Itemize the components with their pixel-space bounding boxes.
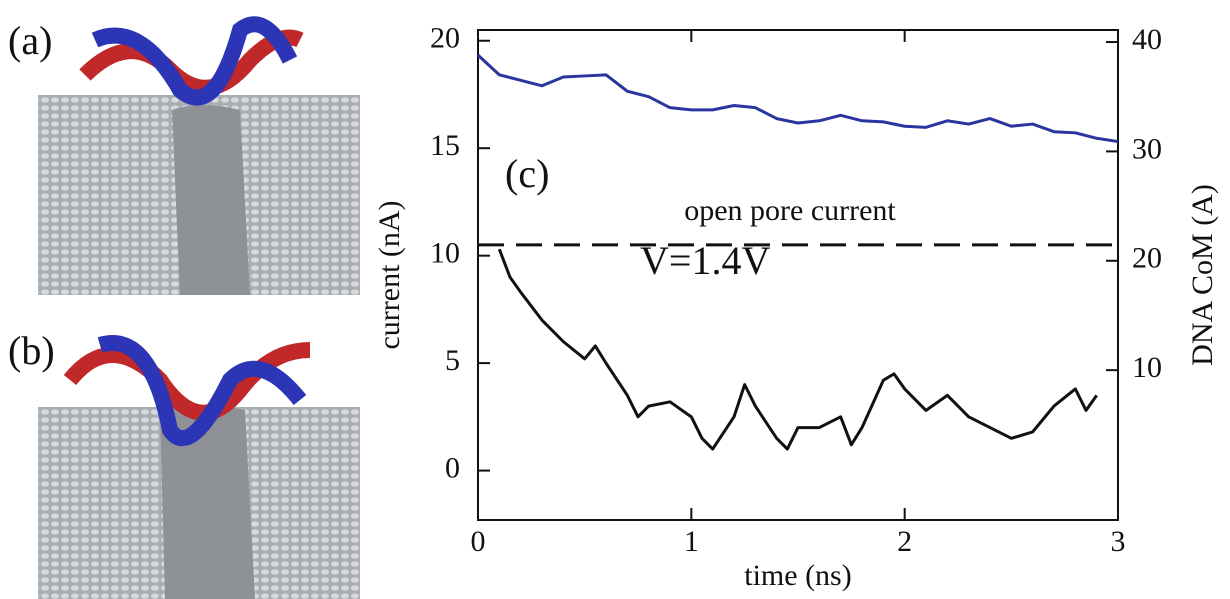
panel-b-image <box>38 335 360 599</box>
panel-label: (b) <box>8 328 55 373</box>
x-tick-label: 2 <box>897 525 912 558</box>
y2-tick-label: 30 <box>1132 132 1162 165</box>
annotation: open pore current <box>684 194 896 227</box>
panel-a-image <box>38 16 360 295</box>
x-axis-label: time (ns) <box>744 559 851 592</box>
data-line <box>476 54 1119 144</box>
x-tick-label: 1 <box>684 525 699 558</box>
y-tick-label: 20 <box>430 22 460 55</box>
panel-label: (a) <box>8 18 52 63</box>
plot-frame <box>477 29 1119 521</box>
x-tick-label: 0 <box>471 525 486 558</box>
panel-label: (c) <box>505 151 549 196</box>
y-tick-label: 5 <box>445 344 460 377</box>
y2-tick-label: 20 <box>1132 242 1162 275</box>
y-axis-label: current (nA) <box>373 200 406 349</box>
y-tick-label: 10 <box>430 237 460 270</box>
y-tick-label: 15 <box>430 129 460 162</box>
y2-axis-label: DNA CoM (A) <box>1186 184 1219 366</box>
x-tick-label: 3 <box>1111 525 1126 558</box>
y2-tick-label: 40 <box>1132 23 1162 56</box>
data-line <box>497 248 1098 451</box>
y2-tick-label: 10 <box>1132 351 1162 384</box>
y-tick-label: 0 <box>445 451 460 484</box>
